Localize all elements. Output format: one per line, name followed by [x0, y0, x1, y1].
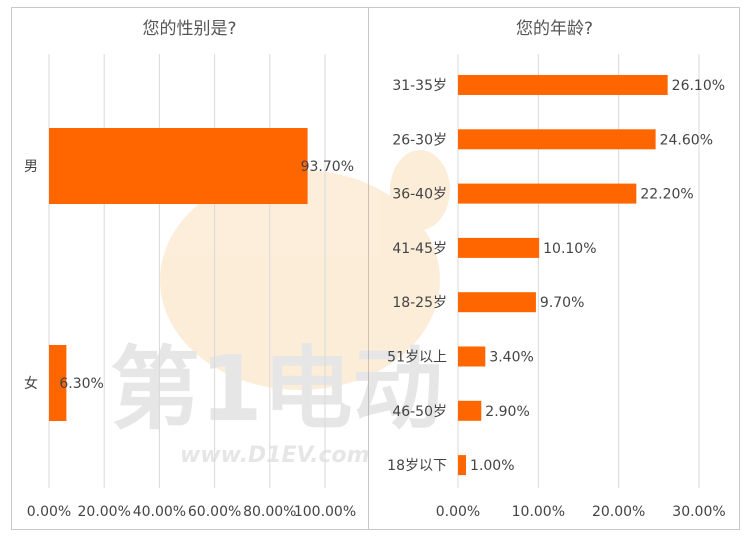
- bar: [458, 400, 482, 421]
- bar: [458, 455, 467, 476]
- bar: [458, 292, 536, 313]
- x-tick-label: 30.00%: [672, 504, 725, 520]
- category-label: 女: [24, 375, 38, 392]
- watermark-logo-text: 第1电动: [110, 337, 443, 442]
- data-label: 2.90%: [485, 404, 529, 420]
- category-label: 男: [24, 159, 38, 175]
- bar: [458, 346, 486, 367]
- bar: [49, 128, 308, 204]
- chart-title-gender: 您的性别是?: [142, 19, 237, 39]
- data-label: 22.20%: [640, 187, 693, 203]
- data-label: 26.10%: [672, 78, 725, 94]
- data-label: 1.00%: [470, 458, 514, 474]
- category-label: 36-40岁: [392, 187, 447, 203]
- category-label: 31-35岁: [392, 78, 447, 94]
- x-tick-label: 20.00%: [78, 504, 131, 520]
- chart-frame: [11, 7, 740, 530]
- x-tick-label: 10.00%: [512, 504, 565, 520]
- data-label: 3.40%: [489, 350, 533, 366]
- category-label: 18-25岁: [392, 295, 447, 311]
- bar: [458, 75, 668, 95]
- bar: [458, 183, 637, 204]
- x-tick-label: 100.00%: [294, 504, 356, 520]
- x-tick-label: 20.00%: [592, 504, 645, 520]
- category-label: 46-50岁: [392, 404, 447, 420]
- category-label: 18岁以下: [387, 458, 447, 474]
- x-tick-label: 80.00%: [243, 504, 296, 520]
- x-tick-label: 40.00%: [133, 504, 186, 520]
- x-tick-label: 60.00%: [188, 504, 241, 520]
- data-label: 10.10%: [543, 241, 596, 257]
- data-label: 93.70%: [301, 159, 354, 175]
- chart-title-age: 您的年龄?: [515, 19, 594, 39]
- data-label: 24.60%: [660, 132, 713, 148]
- bar: [49, 345, 67, 421]
- data-label: 9.70%: [540, 295, 584, 311]
- bar: [458, 237, 540, 258]
- x-tick-label: 0.00%: [436, 504, 480, 520]
- category-label: 41-45岁: [392, 241, 447, 257]
- x-tick-label: 0.00%: [27, 504, 71, 520]
- watermark-url-text: www.D1EV.com: [180, 443, 370, 468]
- category-label: 26-30岁: [392, 132, 447, 148]
- bar: [458, 129, 656, 150]
- category-label: 51岁以上: [387, 350, 447, 366]
- panel-divider: [368, 7, 369, 530]
- data-label: 6.30%: [59, 376, 103, 392]
